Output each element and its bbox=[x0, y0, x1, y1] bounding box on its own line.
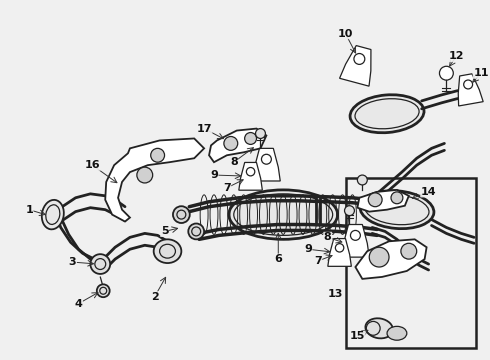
Text: 15: 15 bbox=[350, 331, 365, 341]
Bar bbox=[345, 178, 476, 348]
Polygon shape bbox=[355, 239, 427, 279]
Circle shape bbox=[344, 206, 354, 216]
Text: 9: 9 bbox=[210, 170, 218, 180]
Ellipse shape bbox=[42, 200, 64, 229]
Polygon shape bbox=[328, 239, 351, 266]
Ellipse shape bbox=[229, 190, 338, 239]
Ellipse shape bbox=[188, 224, 204, 239]
Ellipse shape bbox=[154, 239, 181, 263]
Polygon shape bbox=[252, 148, 280, 181]
Circle shape bbox=[440, 66, 453, 80]
Text: 8: 8 bbox=[230, 157, 238, 167]
Text: 3: 3 bbox=[69, 257, 76, 267]
Circle shape bbox=[137, 167, 153, 183]
Polygon shape bbox=[340, 46, 371, 86]
Circle shape bbox=[369, 247, 389, 267]
Ellipse shape bbox=[350, 95, 424, 133]
Polygon shape bbox=[209, 129, 267, 162]
Circle shape bbox=[255, 129, 266, 139]
Text: 7: 7 bbox=[314, 256, 322, 266]
Text: 16: 16 bbox=[85, 160, 100, 170]
Polygon shape bbox=[239, 162, 262, 190]
Circle shape bbox=[245, 132, 257, 144]
Circle shape bbox=[151, 148, 165, 162]
Ellipse shape bbox=[360, 191, 434, 229]
Text: 9: 9 bbox=[304, 244, 312, 254]
Ellipse shape bbox=[90, 254, 110, 274]
Circle shape bbox=[357, 175, 368, 185]
Text: 10: 10 bbox=[338, 29, 353, 39]
Polygon shape bbox=[105, 139, 204, 221]
Text: 13: 13 bbox=[328, 289, 343, 299]
Text: 8: 8 bbox=[324, 232, 332, 242]
Polygon shape bbox=[342, 225, 369, 257]
Polygon shape bbox=[458, 74, 483, 106]
Ellipse shape bbox=[173, 206, 190, 223]
Circle shape bbox=[368, 193, 382, 207]
Text: 2: 2 bbox=[151, 292, 159, 302]
Text: 14: 14 bbox=[421, 187, 437, 197]
Text: 1: 1 bbox=[25, 205, 33, 215]
Text: 17: 17 bbox=[196, 123, 212, 134]
Ellipse shape bbox=[387, 327, 407, 340]
Circle shape bbox=[391, 192, 403, 204]
Text: 12: 12 bbox=[448, 51, 464, 62]
Text: 5: 5 bbox=[161, 226, 169, 237]
Ellipse shape bbox=[366, 318, 393, 338]
Text: 4: 4 bbox=[74, 298, 82, 309]
Text: 6: 6 bbox=[274, 254, 282, 264]
Circle shape bbox=[401, 243, 416, 259]
Text: 11: 11 bbox=[473, 68, 489, 78]
Circle shape bbox=[224, 136, 238, 150]
Ellipse shape bbox=[97, 284, 110, 297]
Polygon shape bbox=[357, 190, 409, 212]
Text: 7: 7 bbox=[223, 183, 231, 193]
